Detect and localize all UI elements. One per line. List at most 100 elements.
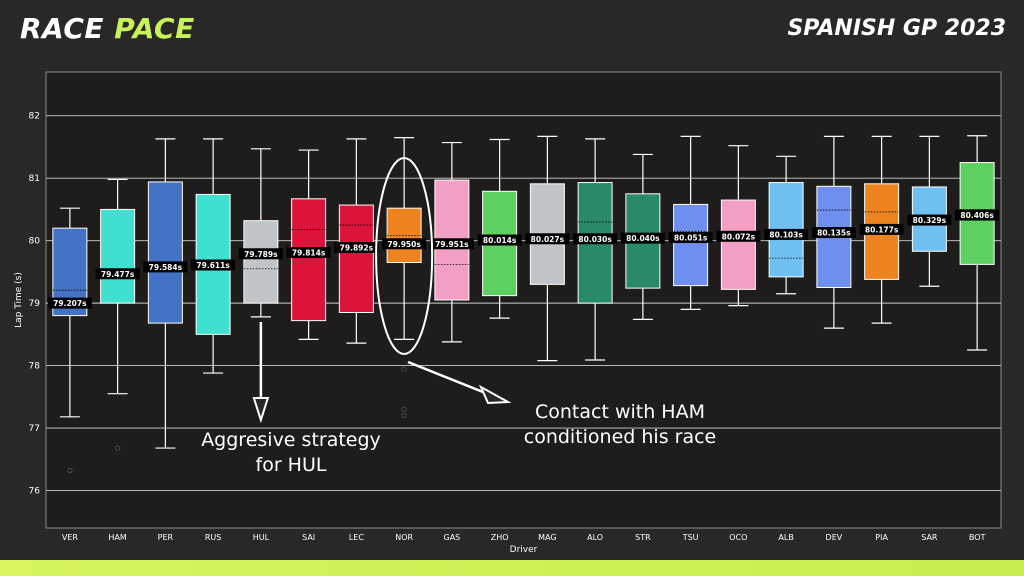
data-label-bg: [47, 297, 92, 309]
y-tick-label: 79: [29, 299, 41, 309]
hul-annotation-line1: Aggresive strategy: [201, 429, 381, 451]
box-hul: 79.789s: [238, 148, 283, 318]
outlier-point: [67, 467, 73, 474]
box-body: [386, 207, 422, 264]
outlier-point: [401, 412, 407, 419]
data-label: 80.014s: [483, 236, 517, 245]
data-label: 79.477s: [101, 270, 135, 279]
outlier-point: [401, 406, 407, 412]
data-label-bg: [286, 247, 331, 259]
x-tick-label: PER: [158, 533, 174, 542]
data-label: 79.950s: [387, 240, 421, 249]
nor-annotation-line2: conditioned his race: [523, 426, 717, 448]
data-label: 80.177s: [865, 225, 899, 234]
data-label-bg: [429, 238, 474, 250]
data-label: 80.135s: [817, 229, 851, 238]
x-axis-label: Driver: [510, 545, 538, 555]
y-axis-label: Lap Time (s): [14, 272, 24, 328]
box-mag: 80.027s: [525, 135, 570, 362]
box-body: [147, 181, 183, 324]
data-label: 80.030s: [578, 235, 612, 244]
x-tick-label: VER: [62, 533, 79, 542]
data-label-bg: [859, 223, 904, 235]
box-lec: 79.892s: [334, 138, 379, 344]
x-tick-label: OCO: [729, 533, 747, 542]
box-body: [291, 198, 327, 322]
data-label: 79.951s: [435, 240, 469, 249]
box-alo: 80.030s: [573, 138, 618, 361]
nor-annotation-line1: Contact with HAM: [535, 401, 705, 423]
y-tick-label: 76: [29, 487, 41, 497]
data-label: 80.027s: [531, 235, 565, 244]
nor-annotation: Contact with HAM conditioned his race: [500, 400, 740, 450]
x-tick-label: SAI: [302, 533, 315, 542]
box-body: [673, 203, 709, 287]
title-part-race: RACE: [20, 12, 105, 45]
y-tick-label: 78: [29, 362, 41, 372]
x-tick-label: TSU: [682, 533, 699, 542]
x-tick-label: RUS: [205, 533, 222, 542]
x-tick-label: STR: [635, 533, 651, 542]
x-tick-label: ALB: [778, 533, 793, 542]
x-tick-label: HAM: [108, 533, 126, 542]
box-nor: 79.950s: [382, 136, 427, 419]
title-part-pace: PACE: [114, 12, 195, 45]
box-tsu: 80.051s: [668, 135, 713, 310]
box-rus: 79.611s: [191, 138, 236, 374]
page-title: RACE PACE: [20, 12, 195, 45]
box-ham: 79.477s: [95, 178, 140, 451]
box-alb: 80.103s: [764, 155, 809, 295]
data-label-bg: [907, 214, 952, 226]
x-tick-label: LEC: [349, 533, 365, 542]
data-label: 80.329s: [913, 216, 947, 225]
y-tick-label: 82: [29, 112, 40, 122]
outlier-point: [115, 445, 121, 451]
data-label-bg: [668, 232, 713, 244]
data-label-bg: [955, 209, 1000, 221]
y-tick-label: 80: [29, 237, 41, 247]
box-body: [338, 204, 374, 313]
x-tick-label: BOT: [969, 533, 986, 542]
data-label: 80.072s: [722, 232, 756, 241]
x-tick-label: ALO: [587, 533, 603, 542]
data-label-bg: [191, 259, 236, 271]
data-label-bg: [764, 228, 809, 240]
box-per: 79.584s: [143, 138, 188, 449]
box-body: [100, 208, 136, 304]
box-oco: 80.072s: [716, 145, 761, 307]
data-label: 79.814s: [292, 249, 326, 258]
data-label: 80.040s: [626, 234, 660, 243]
data-label: 80.103s: [769, 230, 803, 239]
box-body: [720, 199, 756, 290]
data-label-bg: [620, 232, 665, 244]
x-tick-label: ZHO: [491, 533, 509, 542]
x-tick-label: PIA: [875, 533, 888, 542]
data-label: 79.611s: [196, 261, 230, 270]
box-zho: 80.014s: [477, 138, 522, 319]
data-label-bg: [525, 233, 570, 245]
data-label-bg: [95, 268, 140, 280]
data-label: 80.051s: [674, 234, 708, 243]
data-label-bg: [334, 242, 379, 254]
data-label: 79.584s: [149, 263, 183, 272]
box-gas: 79.951s: [429, 141, 474, 343]
outlier-point: [401, 366, 407, 372]
y-tick-label: 77: [29, 424, 40, 434]
box-body: [243, 220, 279, 304]
footer-accent-bar: [0, 560, 1024, 576]
data-label-bg: [811, 227, 856, 239]
box-sar: 80.329s: [907, 135, 952, 287]
box-dev: 80.135s: [811, 135, 856, 329]
data-label-bg: [716, 230, 761, 242]
box-pia: 80.177s: [859, 135, 904, 324]
hul-arrowhead: [252, 397, 270, 424]
data-label-bg: [143, 261, 188, 273]
x-tick-label: HUL: [253, 533, 270, 542]
y-tick-label: 81: [29, 174, 40, 184]
data-label: 79.892s: [340, 244, 374, 253]
data-label-bg: [382, 238, 427, 250]
box-bot: 80.406s: [955, 135, 1000, 351]
data-label: 80.406s: [960, 211, 994, 220]
data-label-bg: [573, 233, 618, 245]
